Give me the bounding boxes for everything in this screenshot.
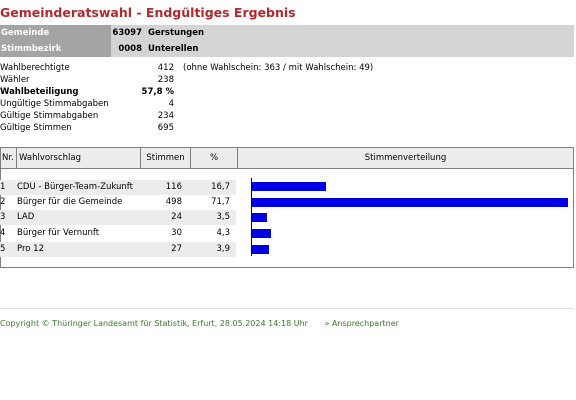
header-stimmenverteilung: Stimmenverteilung <box>364 153 447 163</box>
row-stimmen: 498 <box>165 197 182 207</box>
row-name: Pro 12 <box>17 244 45 254</box>
header-stimmen: Stimmen <box>141 148 191 168</box>
row-nr: 4 <box>0 228 6 238</box>
row-prozent: 3,5 <box>216 212 230 222</box>
header-nr: Nr. <box>1 148 17 168</box>
chart-axis <box>251 178 252 256</box>
row-nr: 2 <box>0 197 6 207</box>
stat-label: Wahlberechtigte <box>0 63 70 73</box>
table-header: Nr. Wahlvorschlag Stimmen % Stimmenverte… <box>1 148 573 169</box>
stat-value: 234 <box>157 111 174 121</box>
gemeinde-number: 63097 <box>112 28 142 38</box>
row-name: CDU - Bürger-Team-Zukunft <box>17 182 133 192</box>
table-row: 1 CDU - Bürger-Team-Zukunft 116 16,7 <box>0 180 236 195</box>
row-stimmen: 27 <box>171 244 182 254</box>
header-prozent: % <box>191 148 238 168</box>
row-stimmen: 116 <box>165 182 182 192</box>
vote-bar <box>252 213 267 222</box>
gemeinde-name: Gerstungen <box>148 28 205 38</box>
row-name: Bürger für Vernunft <box>17 228 100 238</box>
row-name: Bürger für die Gemeinde <box>17 197 123 207</box>
stat-value: 695 <box>157 123 174 133</box>
stat-label: Ungültige Stimmabgaben <box>0 99 109 109</box>
row-stimmen: 30 <box>171 228 182 238</box>
row-nr: 1 <box>0 182 6 192</box>
vote-bar <box>252 229 271 238</box>
stat-label: Wähler <box>0 75 30 85</box>
results-table: Nr. Wahlvorschlag Stimmen % Stimmenverte… <box>0 147 574 268</box>
row-prozent: 4,3 <box>216 228 230 238</box>
stimmbezirk-number: 0008 <box>118 44 142 54</box>
row-nr: 3 <box>0 212 6 222</box>
stat-value: 238 <box>157 75 174 85</box>
vote-bar <box>252 245 269 254</box>
vote-bar <box>252 182 326 191</box>
stimmbezirk-row: Stimmbezirk 0008 Unterellen <box>0 41 574 57</box>
stat-value: 4 <box>168 99 174 109</box>
row-prozent: 71,7 <box>211 197 230 207</box>
stat-value: 57,8 % <box>141 87 174 97</box>
table-row: 5 Pro 12 27 3,9 <box>0 242 236 257</box>
row-nr: 5 <box>0 244 6 254</box>
divider <box>0 308 574 309</box>
stat-label: Gültige Stimmabgaben <box>0 111 99 121</box>
table-row: 2 Bürger für die Gemeinde 498 71,7 <box>0 195 236 210</box>
stat-note: (ohne Wahlschein: 363 / mit Wahlschein: … <box>183 63 374 73</box>
row-prozent: 3,9 <box>216 244 230 254</box>
copyright-text: Copyright © Thüringer Landesamt für Stat… <box>0 319 308 328</box>
footer: Copyright © Thüringer Landesamt für Stat… <box>0 319 399 328</box>
stimmbezirk-label: Stimmbezirk <box>0 41 111 57</box>
ansprechpartner-link[interactable]: » Ansprechpartner <box>324 319 399 328</box>
row-stimmen: 24 <box>171 212 182 222</box>
stat-label: Wahlbeteiligung <box>0 87 79 97</box>
header-wahlvorschlag: Wahlvorschlag <box>17 148 141 168</box>
table-row: 4 Bürger für Vernunft 30 4,3 <box>0 226 236 241</box>
gemeinde-label: Gemeinde <box>0 25 111 41</box>
vote-bar <box>252 198 568 207</box>
row-prozent: 16,7 <box>211 182 230 192</box>
stimmbezirk-name: Unterellen <box>148 44 199 54</box>
stat-label: Gültige Stimmen <box>0 123 72 133</box>
stat-value: 412 <box>157 63 174 73</box>
page-title: Gemeinderatswahl - Endgültiges Ergebnis <box>0 5 296 20</box>
gemeinde-row: Gemeinde 63097 Gerstungen <box>0 25 574 41</box>
row-name: LAD <box>17 212 35 222</box>
table-row: 3 LAD 24 3,5 <box>0 210 236 225</box>
